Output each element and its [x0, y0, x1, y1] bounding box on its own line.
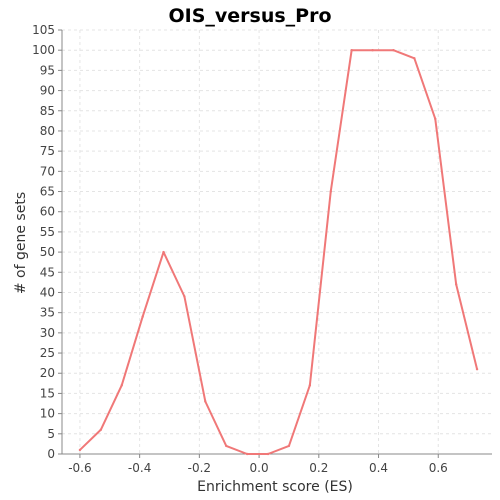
ticks: 0 5 10 15 20 25 30 35 40 45 50 55 60 65 70 75 80 85 90 95 10…	[32, 23, 448, 475]
axes	[61, 30, 492, 455]
data-point	[78, 448, 82, 452]
y-tick-label: 30	[40, 326, 55, 340]
y-tick-label: 50	[40, 245, 55, 259]
y-tick-label: 5	[47, 427, 55, 441]
data-point	[392, 48, 395, 52]
grid	[62, 29, 492, 454]
y-tick-label: 45	[40, 265, 55, 279]
x-tick-label: 0.4	[369, 461, 388, 475]
y-tick-label: 25	[40, 346, 55, 360]
x-tick-label: -0.6	[68, 461, 91, 475]
data-point	[225, 444, 228, 448]
data-point	[99, 428, 103, 431]
y-tick-label: 65	[40, 185, 55, 199]
y-tick-label: 40	[40, 285, 55, 299]
x-tick-label: 0.0	[250, 461, 269, 475]
data-point	[371, 48, 374, 52]
data-point	[434, 117, 437, 121]
data-point	[350, 48, 353, 52]
y-tick-label: 0	[47, 447, 55, 461]
y-tick-label: 105	[32, 23, 55, 37]
series	[78, 48, 479, 456]
data-point	[413, 57, 416, 60]
y-tick-label: 70	[40, 164, 55, 178]
y-tick-label: 100	[32, 43, 55, 57]
y-tick-label: 20	[40, 366, 55, 380]
data-point	[162, 250, 165, 254]
y-tick-label: 95	[40, 63, 55, 77]
x-tick-label: -0.2	[188, 461, 211, 475]
y-axis-label: # of gene sets	[13, 192, 29, 294]
y-tick-label: 85	[40, 104, 55, 118]
x-axis-label: Enrichment score (ES)	[197, 479, 353, 495]
data-point	[245, 452, 249, 456]
y-tick-label: 60	[40, 205, 55, 219]
x-tick-label: 0.6	[429, 461, 448, 475]
y-tick-label: 90	[40, 84, 55, 98]
x-tick-label: 0.2	[309, 461, 328, 475]
data-point	[329, 190, 332, 193]
data-point	[120, 384, 123, 387]
y-tick-label: 35	[40, 306, 55, 320]
chart-title: OIS_versus_Pro	[168, 5, 331, 27]
data-point	[475, 368, 479, 371]
y-tick-label: 80	[40, 124, 55, 138]
data-point	[204, 400, 207, 403]
y-tick-label: 55	[40, 225, 55, 239]
y-tick-label: 10	[40, 407, 55, 421]
data-point	[266, 452, 270, 456]
data-point	[454, 283, 458, 286]
x-tick-label: -0.4	[128, 461, 151, 475]
data-point	[141, 315, 144, 318]
data-point	[308, 384, 312, 387]
data-point	[287, 444, 291, 448]
y-tick-label: 15	[40, 386, 55, 400]
y-tick-label: 75	[40, 144, 55, 158]
series-line	[79, 49, 479, 455]
data-point	[183, 295, 186, 298]
